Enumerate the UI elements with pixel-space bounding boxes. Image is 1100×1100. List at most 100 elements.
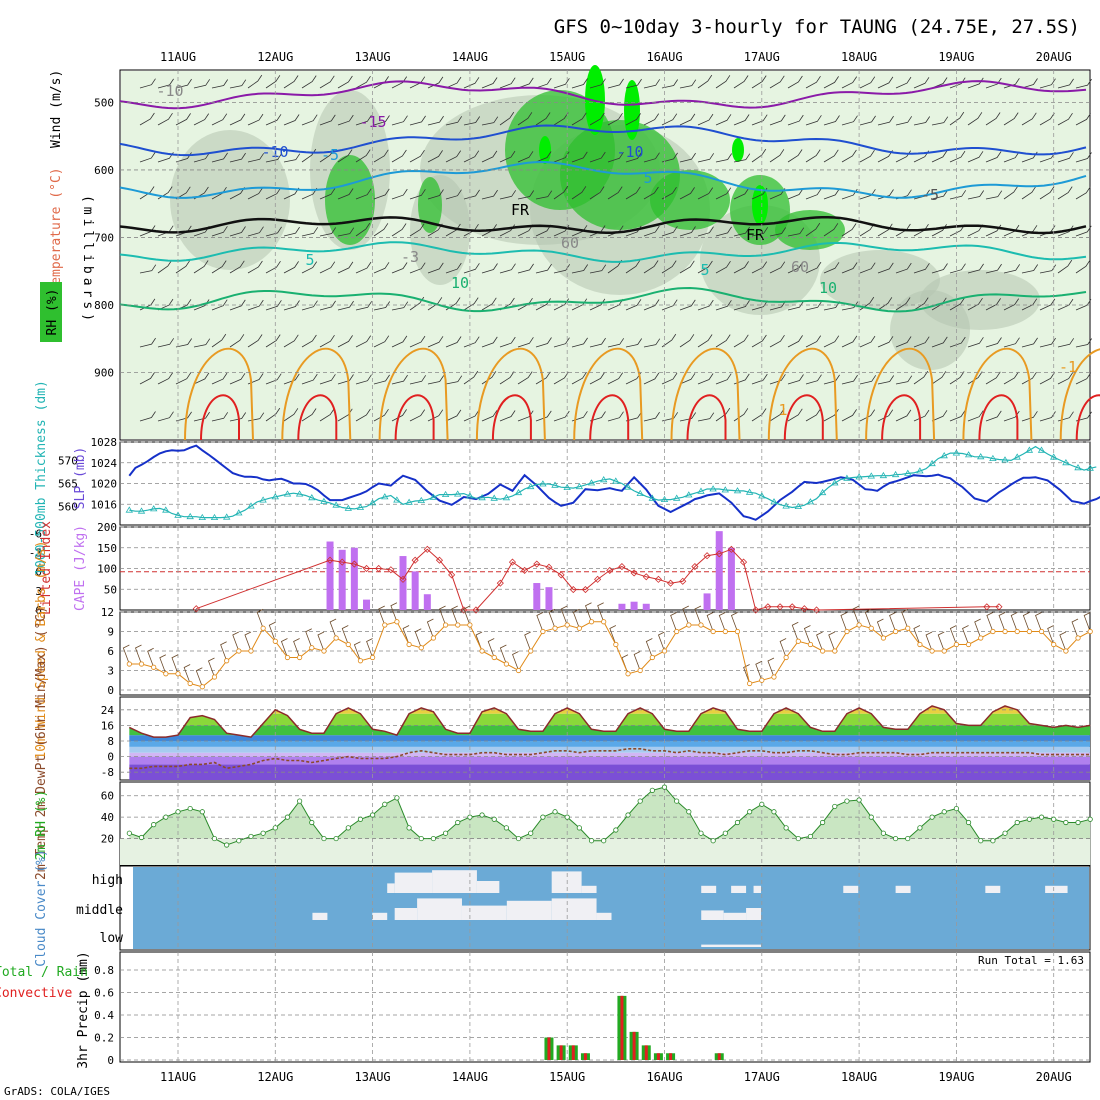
lifted-index-marker [423, 545, 431, 553]
wind-barb [193, 299, 210, 311]
wind-barb [913, 336, 930, 348]
wind-barb [427, 336, 444, 348]
wind-barb [643, 186, 659, 200]
slp-line [128, 444, 1100, 521]
wind-barb [589, 298, 606, 311]
thickness-marker [222, 513, 231, 520]
wind-barb [949, 371, 965, 385]
precip-convective-bar [583, 1053, 587, 1060]
wind-barb [157, 411, 174, 422]
wind-barb [985, 263, 1002, 274]
rh2m-marker [868, 814, 874, 820]
thickness-marker [964, 451, 973, 458]
wind-barb [247, 334, 263, 348]
wind10m-panel: 0 3 6 9 12 [101, 602, 1093, 697]
wind-barb [265, 373, 282, 385]
wind-barb [787, 114, 804, 126]
rh2m-marker [491, 816, 497, 822]
wind-barb [1057, 112, 1073, 126]
rh2m-marker [564, 814, 570, 820]
wind-barb-10m [743, 664, 751, 684]
wind-barb [661, 299, 678, 311]
temp-contour-15 [475, 347, 546, 441]
precip-convective-bar [717, 1053, 721, 1060]
thickness-marker [721, 486, 730, 493]
wind-barb [625, 152, 642, 163]
date-label-bottom: 16AUG [646, 1070, 682, 1084]
wind-barb [823, 188, 840, 200]
rh2m-marker [1014, 819, 1020, 826]
wind-barb-10m [670, 612, 678, 632]
wind-barb [1021, 337, 1038, 348]
wind-barb-10m [512, 651, 519, 671]
wind-barb [391, 374, 408, 385]
wind-barb [1003, 337, 1020, 348]
wind-tick: 6 [107, 645, 114, 658]
cloud-block [394, 872, 433, 893]
contour-label: -1 [1059, 358, 1077, 376]
wind-barb [481, 77, 498, 89]
rh2m-marker [224, 842, 230, 848]
precip-run-total: Run Total = 1.63 [978, 954, 1084, 967]
wind-barb [373, 335, 390, 348]
precip-tick: 0.8 [94, 964, 114, 977]
thickness-marker [295, 490, 304, 497]
wind-barb [535, 190, 553, 200]
rh-tick: 20 [101, 833, 114, 846]
wind-barb [355, 222, 371, 237]
cape-bar [715, 531, 723, 610]
wind-barb [283, 408, 299, 422]
wind-barb-10m [244, 631, 252, 652]
wind-barb [481, 336, 498, 348]
temp-contour-15 [1059, 348, 1100, 441]
wind-barb [445, 262, 462, 274]
thickness-tick: 560 [58, 501, 78, 514]
rh2m-marker [965, 819, 972, 826]
wind-barb [589, 411, 606, 422]
wind-barb [1075, 186, 1091, 200]
thickness-marker [940, 452, 948, 459]
wind-barb [967, 263, 984, 274]
wind-speed-marker [1087, 628, 1093, 635]
wind-barb [877, 189, 894, 200]
wind-barb-10m [366, 638, 373, 658]
rh2m-marker [856, 797, 862, 803]
temp-tick: -8 [101, 766, 114, 779]
date-label-top: 17AUG [744, 50, 780, 64]
wind-barb [985, 190, 1003, 200]
wind-barb-10m [682, 605, 690, 626]
wind-barb [985, 298, 1001, 311]
wind-barb [733, 153, 751, 163]
wind-barb [1003, 185, 1019, 200]
wind-speed-marker [832, 648, 838, 654]
wind-barb [859, 375, 877, 385]
wind-barb [1003, 371, 1019, 385]
wind-barb [445, 336, 462, 348]
thickness-marker [539, 480, 547, 487]
ua-ylabel: (millibars) [80, 195, 95, 325]
thickness-marker [904, 469, 912, 476]
wind-barb [211, 152, 228, 163]
wind-barb [679, 187, 695, 200]
wind-barb [1039, 372, 1055, 385]
wind-barb [319, 334, 335, 348]
wind-barb [607, 152, 624, 163]
rh-gray-area [920, 270, 1040, 330]
wind-speed-marker [248, 648, 254, 654]
freezing-level [119, 215, 1087, 235]
cloud-block [417, 898, 462, 920]
thickness-marker [1013, 453, 1021, 460]
rh2m-marker [248, 833, 254, 840]
temp-contour-20 [200, 394, 240, 441]
wind-barb-10m [730, 612, 738, 632]
cape-bar [545, 587, 553, 610]
cloud-block [895, 885, 911, 893]
wind-barb-10m [974, 618, 982, 639]
wind-barb [643, 225, 660, 237]
wind-barb [355, 301, 373, 311]
lifted-index-marker [983, 603, 991, 611]
thickness-marker [247, 502, 255, 509]
wind-barb [1057, 372, 1074, 385]
wind-barb [1021, 371, 1037, 385]
